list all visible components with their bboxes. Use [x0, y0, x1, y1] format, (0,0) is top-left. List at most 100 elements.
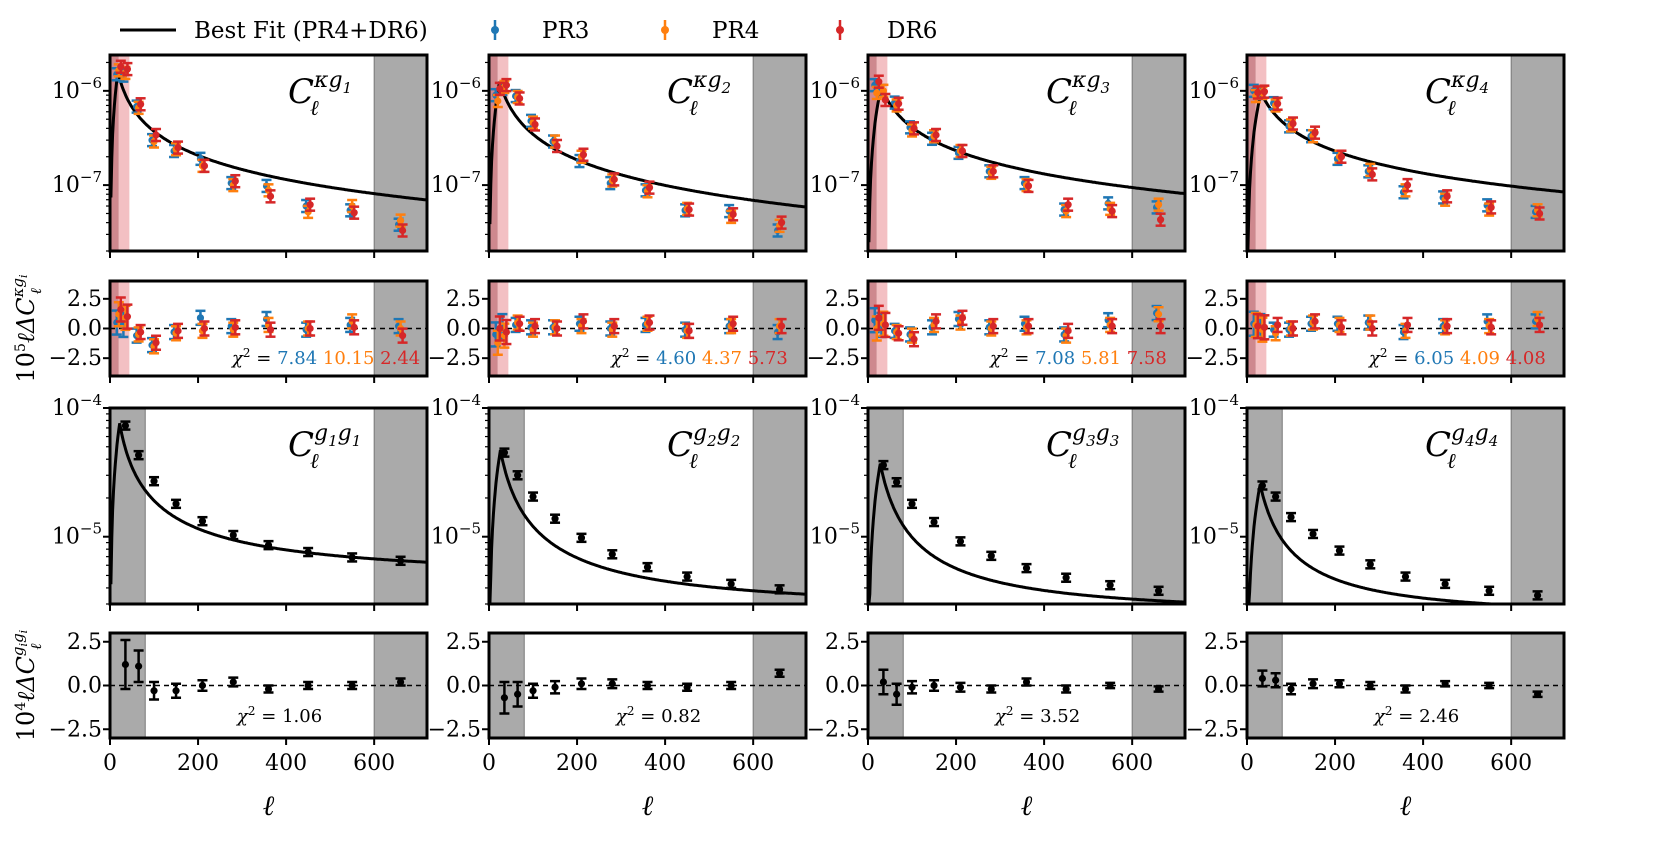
- y-label-auto-resid-supsub: i: [17, 643, 30, 647]
- cross-panel-ytick-label: 10−6: [1189, 74, 1239, 104]
- cross-panel-ytick-label: 10−7: [810, 168, 860, 198]
- cross-DR6-point: [1443, 192, 1451, 200]
- auto-data-point: [500, 449, 509, 457]
- auto-panel-ytick-label: 10−4: [52, 391, 102, 421]
- cross-DR6-point: [1156, 216, 1165, 224]
- auto-resid-data-point: [1533, 690, 1542, 698]
- cross-chi2-DR6: 2.44: [380, 348, 420, 369]
- auto-chi2: χ2 = 0.82: [614, 704, 701, 727]
- auto-data-point: [1533, 591, 1542, 599]
- cross-panel-title-sub: ℓ: [1068, 96, 1077, 120]
- cross-PR4-point: [879, 87, 888, 95]
- auto-title-sup2: g: [717, 421, 731, 446]
- auto-panel-ytick-exp: −4: [80, 391, 102, 409]
- cross-resid-ytick-label: 0.0: [446, 317, 481, 342]
- cross-panel-ytick-exp: −6: [459, 74, 481, 92]
- cross-resid-DR6-point: [398, 332, 407, 340]
- y-label-cross-resid-mid: ℓΔC: [12, 297, 40, 343]
- cross-DR6-point: [910, 124, 918, 132]
- y-label-auto-resid-prefix: 10: [12, 711, 40, 742]
- cross-panel-mask-low-dark: [110, 55, 119, 251]
- cross-resid-DR6-point: [200, 324, 209, 333]
- auto-panel-ytick-base: 10: [52, 525, 80, 550]
- auto-resid-xtick-label: 400: [265, 751, 307, 776]
- legend-PR3-marker: [491, 26, 499, 34]
- cross-DR6-point: [1337, 153, 1346, 161]
- auto-title-sup: g: [1072, 421, 1086, 446]
- auto-resid-ytick-label: 2.5: [446, 630, 481, 655]
- auto-data-point: [775, 585, 784, 593]
- auto-resid-xtick-label: 600: [732, 751, 774, 776]
- legend-PR4-marker: [661, 26, 669, 34]
- cross-chi2-DR6: 4.08: [1506, 348, 1546, 369]
- auto-panel-ytick-exp: −4: [838, 391, 860, 409]
- auto-panel-frame: [108, 406, 429, 606]
- cross-DR6-point: [306, 201, 314, 209]
- auto-title-supsub: 3: [1086, 432, 1096, 450]
- auto-data-point: [1401, 572, 1410, 581]
- legend-label-PR3: PR3: [542, 18, 589, 44]
- cross-title-supsub: 3: [1101, 79, 1111, 97]
- y-label-cross-resid-sub: ℓ: [27, 288, 45, 294]
- legend-label-fit: Best Fit (PR4+DR6): [194, 18, 428, 44]
- cross-DR6-point: [516, 94, 524, 103]
- cross-panel-frame: [1245, 53, 1566, 253]
- cross-panel-ytick-exp: −7: [1217, 168, 1239, 186]
- auto-data-point: [264, 541, 273, 549]
- cross-panel-ytick-exp: −6: [838, 74, 860, 92]
- auto-data-point: [908, 500, 916, 508]
- cross-chi2-symbol: χ: [230, 348, 244, 369]
- cross-panel-title-sub: ℓ: [689, 96, 698, 120]
- auto-resid-data-point: [264, 685, 273, 693]
- cross-resid-ytick-label: 0.0: [825, 317, 860, 342]
- cross-DR6-point: [958, 147, 967, 155]
- auto-resid-ytick-label: 0.0: [1204, 674, 1239, 699]
- cross-panel-ytick-exp: −7: [459, 168, 481, 186]
- auto-chi2: χ2 = 3.52: [993, 704, 1080, 727]
- auto-data-point: [643, 563, 652, 571]
- auto-resid-xtick-label: 200: [177, 751, 219, 776]
- auto-resid-xtick-label: 400: [1023, 751, 1065, 776]
- auto-data-point: [879, 461, 888, 469]
- cross-resid-DR6-point: [152, 339, 160, 347]
- cross-DR6-point: [645, 184, 654, 192]
- auto-chi2-exp: 2: [248, 704, 256, 718]
- auto-data-point: [1485, 587, 1493, 595]
- y-label-auto-resid-sup2: g: [9, 633, 27, 643]
- auto-panel-title: Cg1g1: [288, 421, 361, 465]
- cross-resid-DR6-point: [989, 322, 997, 330]
- auto-panel-ytick-exp: −4: [459, 391, 481, 409]
- auto-panel-title: Cg2g2: [667, 421, 740, 465]
- cross-resid-DR6-point: [117, 305, 125, 314]
- cross-resid-PR3-point: [196, 314, 205, 322]
- cross-resid-DR6-point: [610, 322, 618, 330]
- cross-chi2-exp: 2: [1380, 346, 1388, 360]
- cross-DR6-point: [1311, 129, 1319, 137]
- cross-chi2-eq: =: [630, 348, 657, 369]
- cross-DR6-point: [1064, 201, 1072, 209]
- cross-DR6-point: [152, 131, 160, 139]
- auto-resid-data-point: [577, 680, 586, 688]
- cross-chi2-PR3: 6.05: [1414, 348, 1454, 369]
- auto-data-point: [396, 557, 405, 565]
- auto-resid-xtick-label: 400: [644, 751, 686, 776]
- cross-fit-line: [1246, 88, 1565, 252]
- auto-panel-ytick-exp: −5: [80, 520, 102, 538]
- auto-data-point: [608, 550, 616, 558]
- auto-data-point: [150, 477, 158, 485]
- cross-panel-ytick-base: 10: [52, 173, 80, 198]
- auto-resid-xtick-label: 0: [861, 751, 875, 776]
- auto-data-point: [1062, 574, 1070, 582]
- cross-resid-DR6-point: [875, 314, 883, 322]
- auto-data-point: [1258, 481, 1267, 490]
- auto-resid-data-point: [500, 694, 509, 702]
- y-label-cross-resid-supsub: i: [17, 274, 30, 278]
- auto-resid-data-point: [930, 681, 938, 690]
- auto-chi2: χ2 = 2.46: [1372, 704, 1459, 727]
- auto-resid-data-point: [198, 681, 207, 690]
- x-axis-label: ℓ: [263, 789, 275, 822]
- auto-resid-ytick-label: −2.5: [1186, 717, 1239, 742]
